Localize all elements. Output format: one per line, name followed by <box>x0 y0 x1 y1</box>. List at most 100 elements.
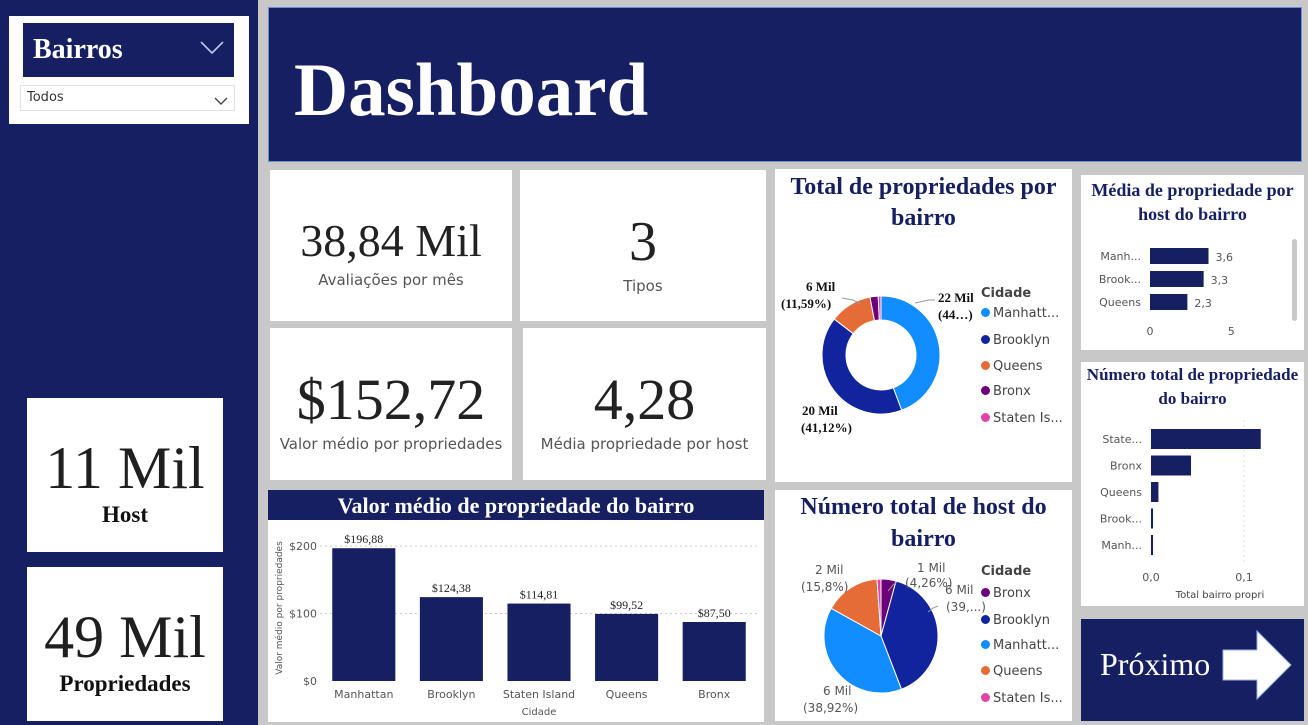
data-label: 6 Mil <box>823 684 851 698</box>
donut-slice-staten-island <box>877 295 882 321</box>
pie-plot: 1 Mil(4,26%)6 Mil(39,...)6 Mil(38,92%)2 … <box>801 561 986 715</box>
bar <box>1151 429 1261 449</box>
bar <box>1150 294 1188 310</box>
pie-slice-staten-island <box>876 578 882 637</box>
legend-title: Cidade <box>981 286 1032 301</box>
pie-chart-hosts: Número total de host do bairro 1 Mil (4,2… <box>775 490 1072 721</box>
avg-price-kpi-label: Valor médio por propriedades <box>279 435 503 453</box>
data-label: (11,59%) <box>781 296 831 311</box>
y-tick-label: Queens <box>1099 296 1141 309</box>
chart-title: Média de propriedade por host do bairro <box>1091 180 1294 224</box>
y-tick-label: Bronx <box>1110 460 1143 473</box>
y-tick-label: $100 <box>289 608 317 621</box>
chart-title: Total de propriedades por bairro <box>790 174 1057 231</box>
bar-plot: $0 $100 $200 $196,88 Manhattan $124,38 Brookly… <box>274 532 758 718</box>
data-label: (39,...) <box>946 600 986 614</box>
legend-item-queens[interactable]: Queens <box>981 664 1042 679</box>
x-tick-label: Bronx <box>698 688 731 701</box>
avg-prop-host-kpi-label: Média propriedade por host <box>540 435 749 453</box>
legend-item-bronx[interactable]: Bronx <box>981 586 1031 601</box>
pie-slice-manhattan <box>823 607 903 694</box>
bar-value-label: 2,3 <box>1194 297 1212 310</box>
bar <box>1151 455 1191 476</box>
bar-value-label: $114,81 <box>520 588 559 602</box>
legend-item-manhattan[interactable]: Manhatt... <box>981 306 1059 321</box>
reviews-kpi-value: 38,84 Mil <box>300 215 482 266</box>
x-tick-label: 0 <box>1147 325 1154 338</box>
legend-item-queens[interactable]: Queens <box>981 359 1042 374</box>
legend-item-manhattan[interactable]: Manhatt... <box>981 638 1059 653</box>
legend-item-brooklyn[interactable]: Brooklyn <box>981 613 1050 628</box>
property-count-card: 49 Mil Propriedades <box>27 567 223 721</box>
avg-price-kpi-card: $152,72 Valor médio por propriedades <box>270 328 512 480</box>
x-tick-label: Brooklyn <box>427 688 475 701</box>
pie-slice-queens <box>830 578 882 637</box>
legend-item-bronx[interactable]: Bronx <box>981 384 1031 399</box>
y-tick-label: Brook... <box>1099 273 1141 286</box>
chart-title-band: Valor médio de propriedade do bairro <box>268 490 764 520</box>
leader-line <box>927 605 939 613</box>
avg-price-kpi-value: $152,72 <box>296 367 486 432</box>
chart-title: Valor médio de propriedade do bairro <box>337 493 695 518</box>
bar <box>1151 535 1153 555</box>
arrow-right-icon <box>1222 629 1292 701</box>
x-axis-label: Cidade <box>522 707 557 718</box>
x-tick-label: 5 <box>1228 325 1235 338</box>
donut-plot: 22 Mil (44…) 20 Mil (41,12%) 6 Mil (11,59%) <box>781 279 974 435</box>
x-tick-label: Queens <box>606 688 648 701</box>
legend-item-staten-island[interactable]: Staten Is... <box>981 691 1063 706</box>
data-label: 1 Mil <box>917 561 945 575</box>
slicer-selected-value: Todos <box>27 90 64 105</box>
bar <box>682 621 746 681</box>
bar <box>507 603 571 681</box>
bar-value-label: $124,38 <box>432 581 471 595</box>
data-label: 2 Mil <box>815 563 843 577</box>
chevron-down-icon[interactable] <box>214 93 228 111</box>
data-label: 22 Mil <box>938 290 974 305</box>
leader-line <box>841 297 862 305</box>
hbar-plot: State... Bronx Queens Brook... Manh... 0,0 0,1… <box>1100 420 1264 601</box>
reviews-kpi-label: Avaliações por mês <box>318 271 464 289</box>
bar-value-label: $196,88 <box>344 532 383 546</box>
reviews-kpi-card: 38,84 Mil Avaliações por mês <box>270 170 512 321</box>
donut-slice-brooklyn <box>821 318 903 415</box>
next-button[interactable]: Próximo <box>1081 619 1304 721</box>
scrollbar[interactable] <box>1292 239 1297 321</box>
leader-line <box>887 581 898 592</box>
page-header: Dashboard <box>268 7 1302 162</box>
avg-prop-host-kpi-value: 4,28 <box>593 367 696 432</box>
donut-chart-properties: Total de propriedades por bairro 22 Mil (… <box>775 169 1072 482</box>
bar-value-label: 3,6 <box>1216 251 1234 264</box>
pie-slice-brooklyn <box>880 580 939 690</box>
data-label: (15,8%) <box>801 580 848 594</box>
chevron-down-icon[interactable] <box>200 41 224 60</box>
y-tick-label: State... <box>1102 433 1142 446</box>
host-count-card: 11 Mil Host <box>27 398 223 552</box>
data-label: 6 Mil <box>806 279 836 294</box>
avg-prop-host-kpi-card: 4,28 Média propriedade por host <box>523 328 766 480</box>
slicer-header[interactable]: Bairros <box>23 23 234 77</box>
bar <box>332 548 396 681</box>
legend-item-staten-island[interactable]: Staten Is... <box>981 411 1063 426</box>
slicer-dropdown[interactable]: Todos <box>20 85 235 111</box>
y-tick-label: $200 <box>289 540 317 553</box>
bar-value-label: $87,50 <box>698 606 731 620</box>
hbar-chart-total-properties: Número total de propriedade do bairro St… <box>1081 362 1304 606</box>
donut-slice-manhattan <box>880 295 941 411</box>
x-tick-label: 0,0 <box>1142 571 1160 584</box>
legend-item-brooklyn[interactable]: Brooklyn <box>981 333 1050 348</box>
next-button-label: Próximo <box>1100 646 1211 682</box>
types-kpi-card: 3 Tipos <box>520 170 766 321</box>
page-title: Dashboard <box>294 49 649 132</box>
host-count-value: 11 Mil <box>45 435 205 501</box>
y-tick-label: Brook... <box>1100 513 1142 526</box>
hbar-plot: Manh... 3,6 Brook... 3,3 Queens 2,3 0 5 <box>1099 248 1235 338</box>
y-tick-label: $0 <box>303 675 317 688</box>
host-count-label: Host <box>102 502 148 527</box>
chart-title: Número total de propriedade do bairro <box>1086 365 1299 408</box>
property-count-label: Propriedades <box>59 671 191 696</box>
data-label: (41,12%) <box>801 420 852 435</box>
x-tick-label: Manhattan <box>334 688 393 701</box>
data-label: (4,26%) <box>905 576 952 590</box>
y-axis-label: Valor médio por propriedades <box>274 541 285 675</box>
